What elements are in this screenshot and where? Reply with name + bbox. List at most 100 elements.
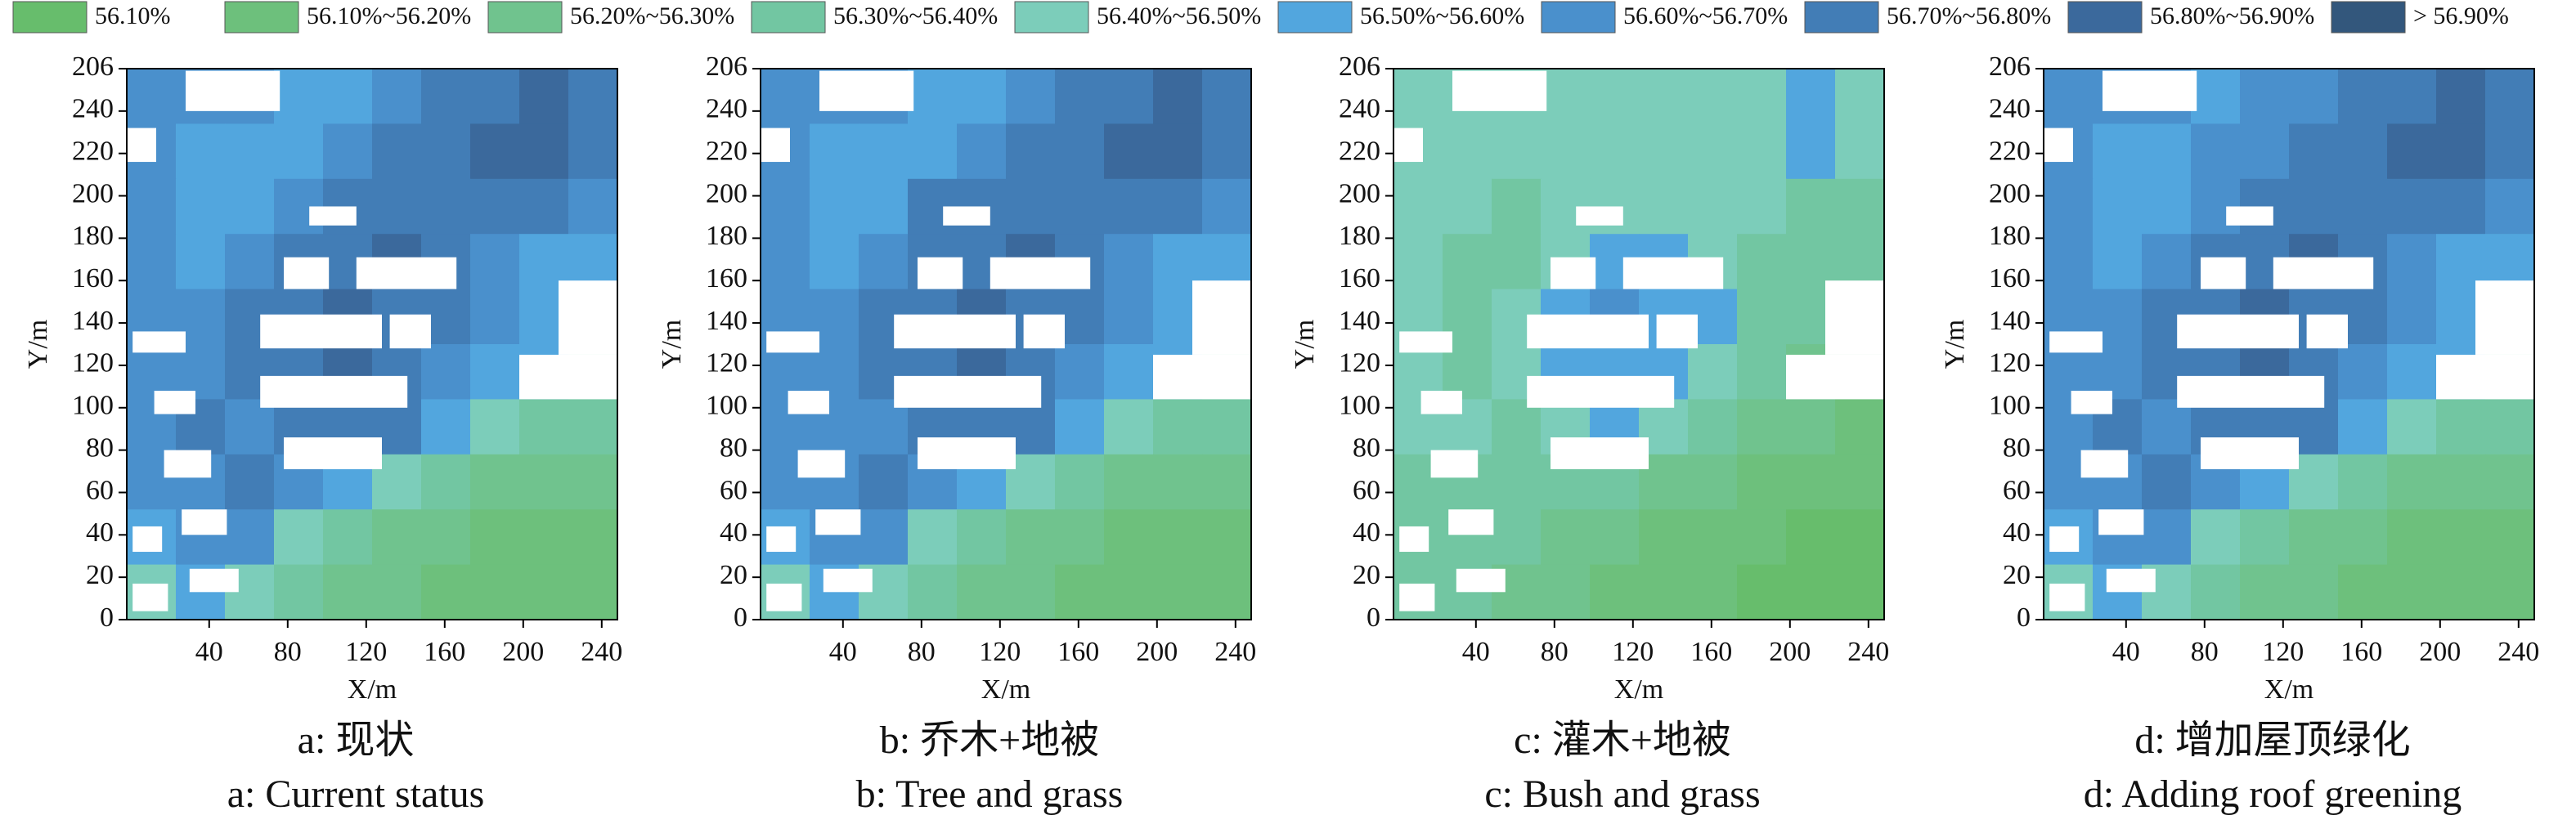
heat-cell [2485, 399, 2535, 455]
heat-cell [2240, 123, 2290, 180]
x-tick-label: 40 [2112, 637, 2140, 667]
heat-cell [2289, 564, 2339, 620]
heat-cell [1104, 399, 1154, 455]
heat-cell [1492, 178, 1542, 235]
heat-cell [2436, 454, 2486, 510]
y-tick-label: 160 [1989, 263, 2031, 293]
heat-cell [1590, 69, 1640, 124]
heat-cell [1835, 454, 1885, 510]
heat-cell [225, 454, 275, 510]
y-tick-label: 40 [1353, 517, 1380, 548]
heat-cell [470, 234, 520, 290]
y-tick-label: 80 [86, 432, 114, 463]
heat-cell [274, 123, 324, 180]
heat-cell [1541, 509, 1591, 566]
heat-cell [810, 123, 859, 180]
y-tick-label: 0 [2017, 602, 2031, 633]
heat-cell [568, 509, 618, 566]
x-tick-label: 160 [2340, 637, 2382, 667]
heat-cell [2436, 123, 2486, 180]
x-tick-label: 240 [1847, 637, 1889, 667]
heat-cell [1202, 123, 1252, 180]
heat-cell [2044, 69, 2094, 124]
legend-swatch [1014, 1, 1089, 34]
y-axis-label: Y/m [1290, 320, 1320, 369]
heat-cell [470, 69, 520, 124]
y-tick-label: 206 [1989, 52, 2031, 82]
heat-cell [127, 178, 177, 235]
y-tick-label: 180 [1989, 221, 2031, 251]
heat-cell [859, 123, 909, 180]
y-tick-label: 160 [72, 263, 114, 293]
heat-cell [1541, 564, 1591, 620]
y-tick-label: 180 [1339, 221, 1380, 251]
heat-cell [2387, 69, 2437, 124]
heat-cell [1492, 123, 1542, 180]
heat-cell [1006, 178, 1056, 235]
heat-cell [2142, 234, 2192, 290]
heat-cell [2436, 564, 2486, 620]
x-tick-label: 80 [274, 637, 302, 667]
heat-cell [908, 123, 958, 180]
heat-cell [1786, 454, 1836, 510]
heat-cell [1153, 234, 1203, 290]
y-tick-label: 206 [1339, 52, 1380, 82]
x-tick-label: 200 [2419, 637, 2461, 667]
heat-cell [127, 234, 177, 290]
x-axis-label: X/m [348, 674, 397, 705]
heat-cell [2338, 454, 2388, 510]
heat-cell [1443, 123, 1492, 180]
heat-cell [274, 564, 324, 620]
heat-cell [1835, 399, 1885, 455]
y-tick-label: 200 [1339, 178, 1380, 208]
legend-swatch [1541, 1, 1616, 34]
heat-cell [323, 123, 373, 180]
y-tick-label: 40 [2003, 517, 2031, 548]
heat-cell [519, 69, 569, 124]
legend-label: 56.10% [95, 2, 171, 29]
heat-cell [127, 69, 177, 124]
heat-cell [2387, 344, 2437, 400]
x-tick-label: 120 [2262, 637, 2304, 667]
heat-cell [1786, 178, 1836, 235]
heat-cell [1737, 289, 1787, 345]
heat-cell [1786, 564, 1836, 620]
y-tick-label: 240 [72, 94, 114, 124]
heat-cell [2240, 69, 2290, 124]
y-tick-label: 220 [72, 136, 114, 166]
heat-cell [761, 69, 810, 124]
heat-cell [2191, 509, 2241, 566]
plot-frame [2043, 68, 2535, 620]
heat-cell [1104, 234, 1154, 290]
y-axis-label: Y/m [657, 320, 687, 369]
heat-cell [2387, 234, 2437, 290]
heat-cell [1786, 69, 1836, 124]
heat-cell [1202, 399, 1252, 455]
heat-cell [2289, 69, 2339, 124]
heat-cell [372, 123, 422, 180]
heat-cell [1737, 234, 1787, 290]
heat-cell [810, 178, 859, 235]
y-tick-label: 200 [1989, 178, 2031, 208]
y-tick-label: 200 [72, 178, 114, 208]
y-tick-label: 200 [706, 178, 747, 208]
heat-cell [568, 454, 618, 510]
y-tick-label: 0 [100, 602, 114, 633]
heat-cell [2436, 69, 2486, 124]
heat-cell [1104, 178, 1154, 235]
y-tick-label: 60 [86, 475, 114, 505]
heat-cell [1055, 178, 1105, 235]
heat-cell [2338, 178, 2388, 235]
heat-cell [2485, 234, 2535, 290]
heat-cell [957, 123, 1007, 180]
heat-cell [2289, 178, 2339, 235]
heat-cell [761, 234, 810, 290]
legend-label: 56.40%~56.50% [1097, 2, 1261, 29]
y-tick-label: 220 [1339, 136, 1380, 166]
heat-cell [372, 564, 422, 620]
heat-cell [1737, 178, 1787, 235]
heat-cell [470, 123, 520, 180]
heat-cell [1737, 454, 1787, 510]
heat-cell [225, 234, 275, 290]
heat-cell [1688, 509, 1738, 566]
